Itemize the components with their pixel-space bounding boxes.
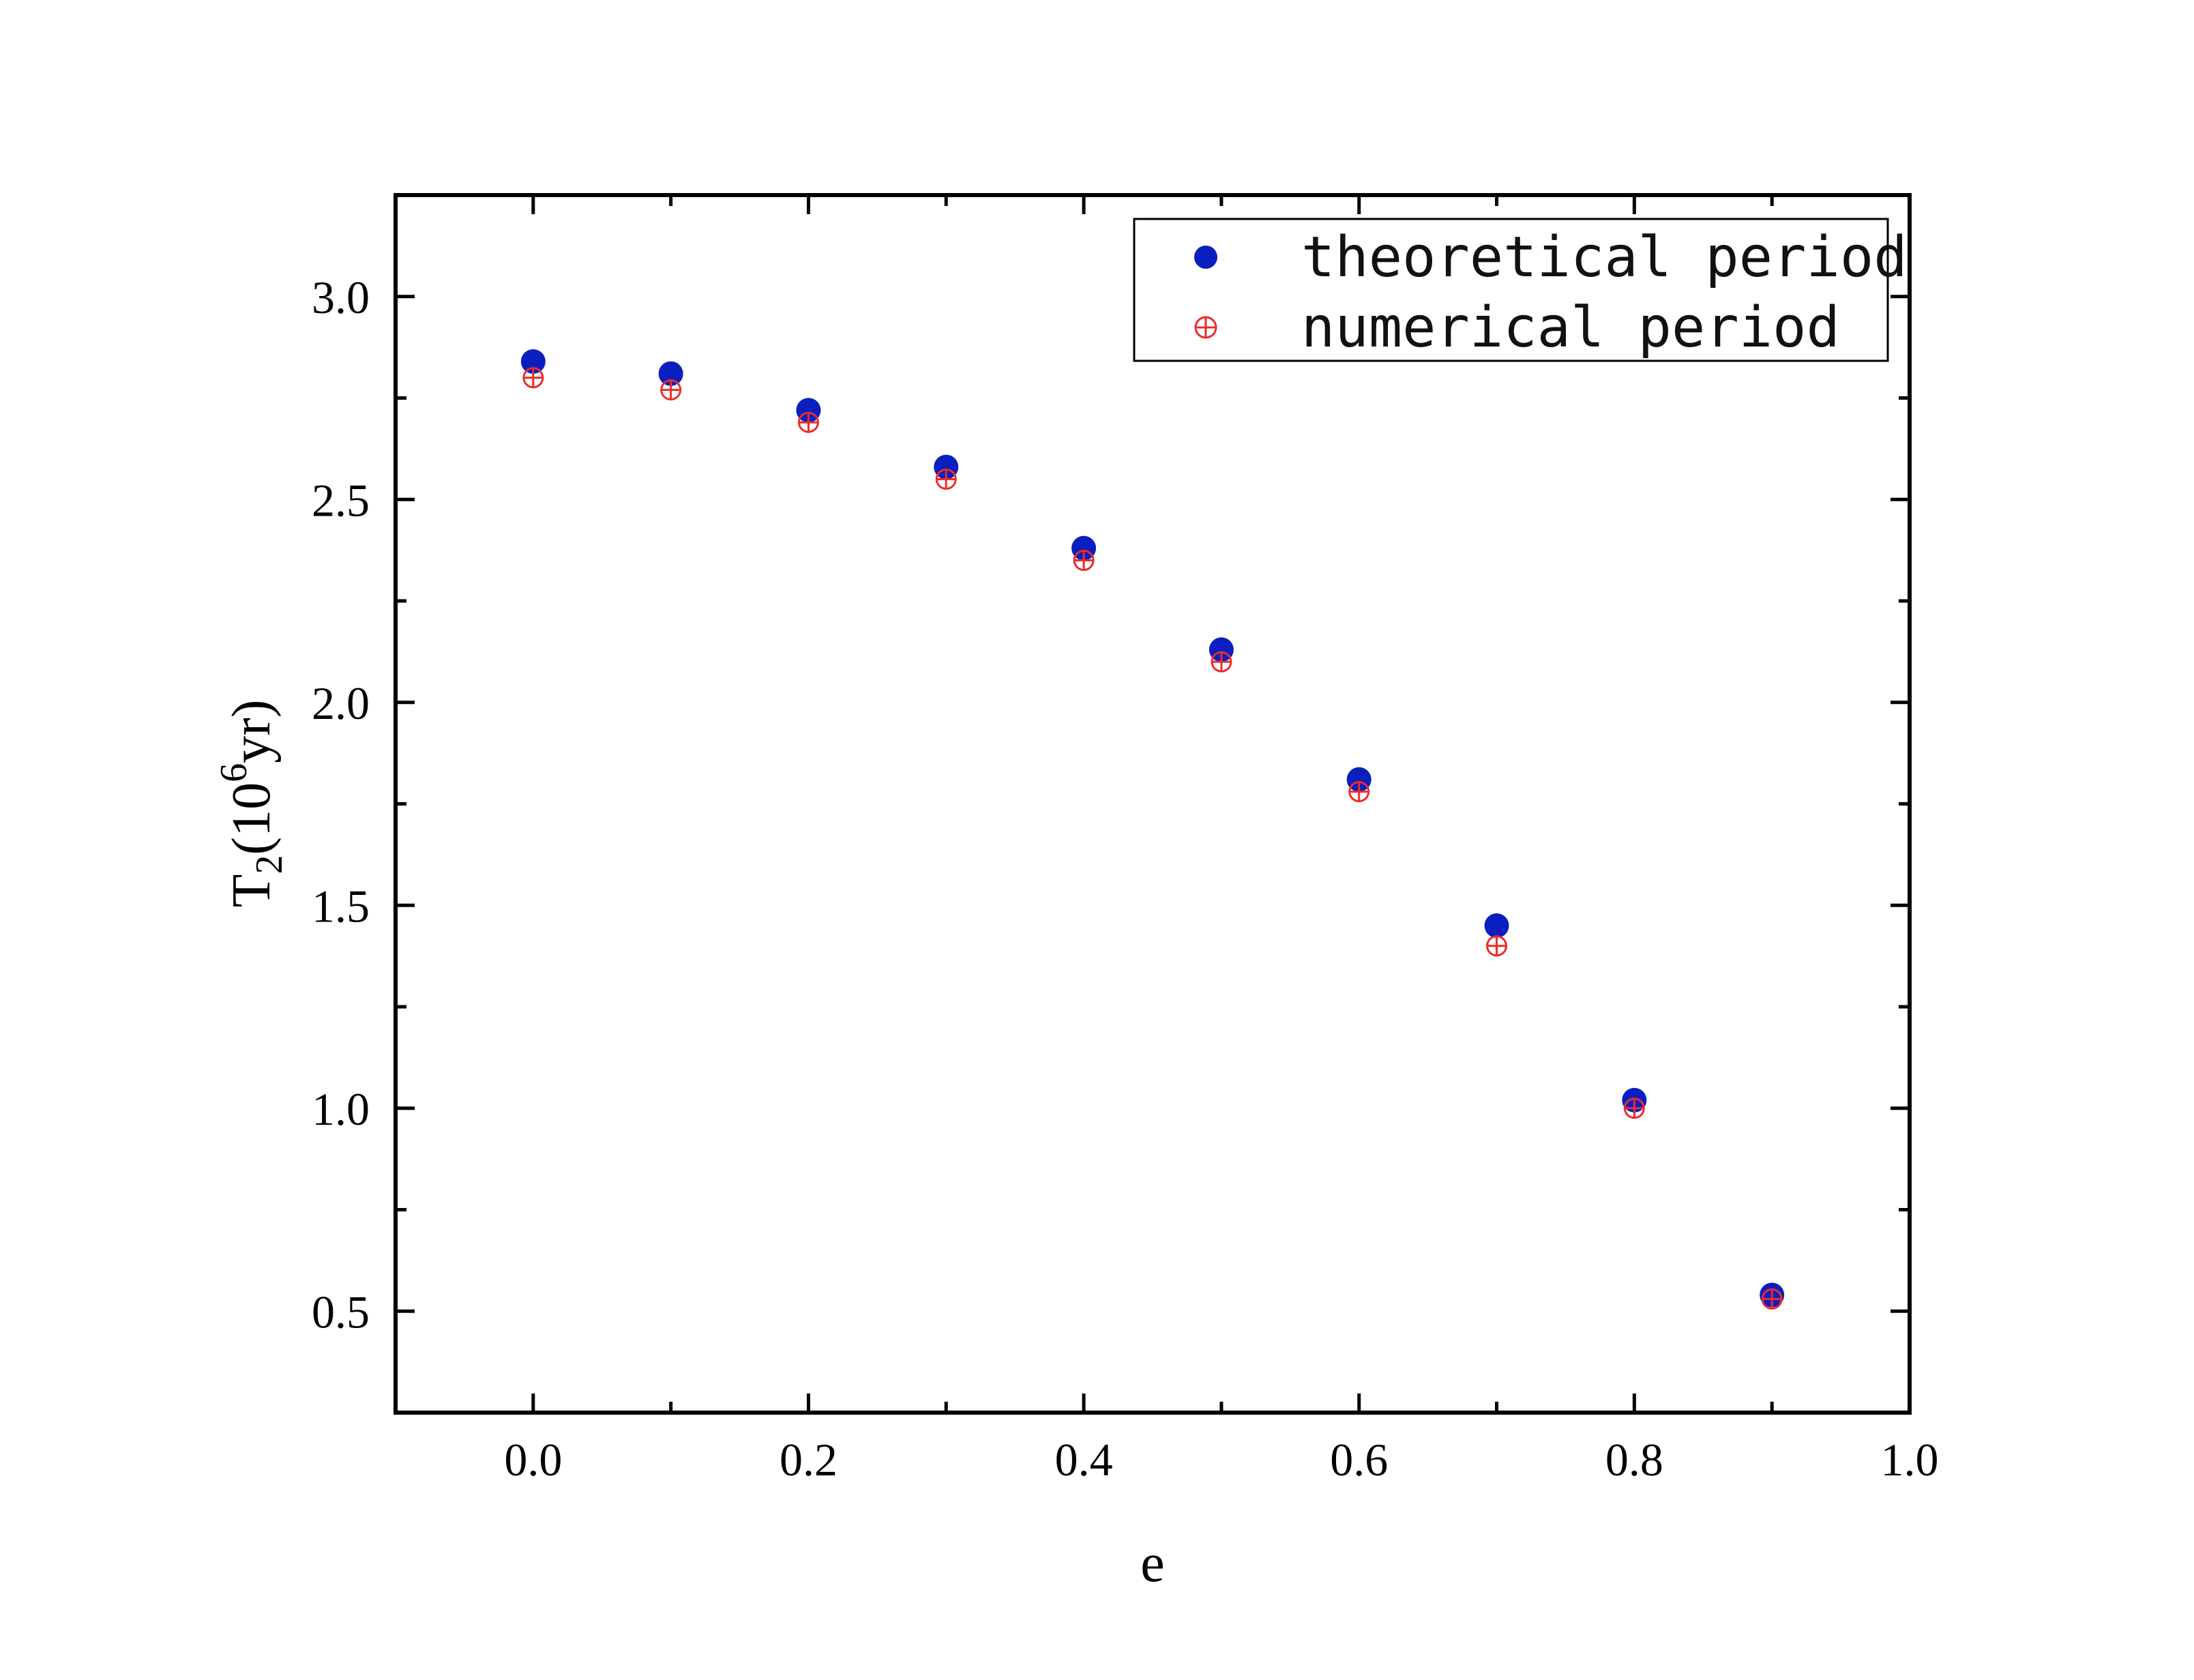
y-tick-label: 0.5: [312, 1286, 370, 1338]
point-theoretical: [520, 349, 546, 374]
y-tick-label: 3.0: [312, 271, 370, 323]
point-numerical: [1486, 935, 1508, 957]
point-numerical: [1211, 651, 1232, 673]
point-numerical: [935, 469, 957, 490]
y-axis-title-subscript: 2: [248, 855, 291, 874]
x-tick-label: 1.0: [1881, 1434, 1939, 1486]
plot-frame: [394, 193, 1912, 1415]
point-numerical: [1073, 550, 1095, 571]
point-numerical: [1623, 1097, 1645, 1119]
y-tick-label: 2.0: [312, 677, 370, 729]
point-theoretical: [1484, 913, 1509, 938]
legend-box: [1133, 218, 1889, 362]
x-tick-label: 0.8: [1605, 1434, 1663, 1486]
x-tick-label: 0.0: [504, 1434, 562, 1486]
legend-label-numerical: numerical period: [1301, 295, 1840, 360]
y-axis-title-base: T: [222, 874, 282, 908]
y-tick-label: 1.0: [312, 1083, 370, 1135]
point-numerical: [660, 379, 682, 401]
point-numerical: [797, 411, 819, 433]
point-numerical: [522, 367, 544, 389]
y-tick-label: 2.5: [312, 474, 370, 526]
legend-label-theoretical: theoretical period: [1301, 225, 1908, 290]
y-tick-label: 1.5: [312, 880, 370, 932]
y-axis-title-open: (10: [222, 782, 282, 855]
legend-marker-numerical: [1194, 316, 1217, 339]
x-tick-label: 0.6: [1330, 1434, 1388, 1486]
legend: theoretical period numerical period: [1133, 218, 1908, 362]
y-axis-title-superscript: 6: [213, 763, 255, 782]
x-tick-labels: 0.0 0.2 0.4 0.6 0.8 1.0: [504, 1434, 1938, 1486]
point-numerical: [1348, 781, 1370, 803]
y-axis-title-unit: yr): [222, 700, 282, 763]
x-tick-label: 0.4: [1055, 1434, 1113, 1486]
data-points: [520, 349, 1785, 1310]
x-axis-title: e: [1140, 1533, 1165, 1593]
point-numerical: [1761, 1288, 1783, 1310]
legend-marker-theoretical: [1194, 246, 1217, 269]
point-theoretical: [658, 361, 683, 386]
y-axis-title: T2(106yr): [213, 700, 291, 908]
axis-ticks: [396, 195, 1912, 1413]
y-tick-labels: 0.5 1.0 1.5 2.0 2.5 3.0: [312, 271, 370, 1338]
x-tick-label: 0.2: [780, 1434, 837, 1486]
